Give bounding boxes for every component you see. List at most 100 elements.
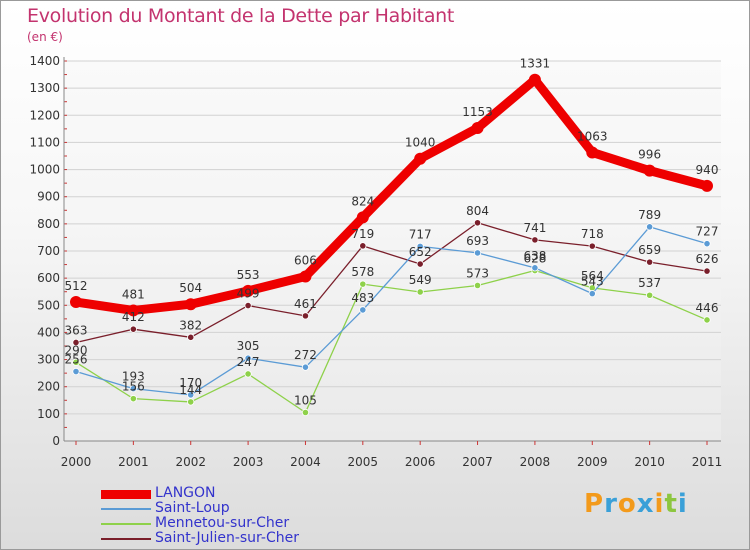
x-tick-label: 2008 [520, 455, 551, 469]
x-tick-label: 2007 [462, 455, 493, 469]
y-tick-label: 1000 [29, 163, 60, 177]
data-label: 804 [466, 204, 489, 218]
y-tick-label: 400 [37, 325, 60, 339]
y-tick-label: 800 [37, 217, 60, 231]
data-label: 305 [237, 339, 260, 353]
data-point [703, 240, 711, 248]
x-tick-label: 2005 [348, 455, 379, 469]
data-label: 499 [237, 287, 260, 301]
data-point [70, 296, 82, 309]
data-label: 626 [696, 252, 719, 266]
data-label: 461 [294, 297, 317, 311]
data-label: 578 [351, 265, 374, 279]
legend-item: Mennetou-sur-Cher [101, 515, 361, 532]
data-label: 693 [466, 234, 489, 248]
logo-letter: t [664, 489, 678, 519]
data-label: 717 [409, 227, 432, 241]
data-label: 170 [179, 376, 202, 390]
data-point [703, 316, 711, 324]
data-label: 940 [696, 163, 719, 177]
data-point [588, 242, 596, 250]
data-point [301, 312, 310, 320]
data-point [701, 179, 713, 192]
data-point [473, 249, 482, 257]
data-point [416, 260, 424, 268]
data-label: 1063 [577, 129, 608, 143]
data-label: 105 [294, 394, 317, 408]
legend-label: Mennetou-sur-Cher [155, 515, 290, 531]
data-point [586, 146, 599, 159]
legend-item: LANGON [101, 485, 361, 502]
chart-unit-label: (en €) [27, 30, 63, 44]
legend-swatch-saint-loup [101, 508, 151, 510]
data-label: 996 [638, 148, 661, 162]
data-label: 789 [638, 208, 661, 222]
logo-letter: i [677, 489, 688, 519]
y-tick-label: 1100 [29, 135, 60, 149]
legend-swatch-langon [101, 490, 151, 499]
data-point [187, 333, 195, 341]
proxiti-logo: Proxiti [584, 489, 688, 519]
y-tick-label: 300 [37, 353, 60, 367]
x-tick-label: 2009 [577, 455, 608, 469]
data-point [531, 236, 539, 244]
data-point [416, 242, 424, 250]
logo-letter: i [654, 489, 665, 519]
y-tick-label: 900 [37, 190, 60, 204]
chart-title: Evolution du Montant de la Dette par Hab… [27, 5, 455, 27]
data-label: 256 [65, 353, 88, 367]
data-point [299, 270, 312, 283]
y-tick-label: 100 [37, 407, 60, 421]
data-label: 512 [65, 279, 88, 293]
y-tick-label: 700 [37, 244, 60, 258]
data-label: 247 [237, 355, 260, 369]
series-line-saint-julien-sur-cher [75, 222, 708, 344]
legend-label: LANGON [155, 485, 216, 501]
data-point [72, 338, 80, 347]
data-point [473, 281, 482, 290]
y-tick-label: 600 [37, 271, 60, 285]
data-label: 543 [581, 275, 604, 289]
logo-letter: P [584, 489, 605, 519]
data-label: 553 [237, 268, 260, 282]
data-point [129, 395, 137, 403]
data-point [72, 358, 80, 366]
data-point [184, 298, 197, 311]
data-point [72, 367, 80, 376]
data-point [244, 301, 252, 310]
data-point [528, 73, 541, 86]
x-tick-label: 2006 [405, 455, 436, 469]
data-label: 719 [351, 227, 374, 241]
data-label: 1153 [462, 105, 493, 119]
data-label: 144 [179, 383, 202, 397]
data-label: 727 [696, 225, 719, 239]
data-label: 156 [122, 380, 145, 394]
data-label: 549 [409, 273, 432, 287]
data-point [129, 325, 137, 333]
y-tick-label: 0 [52, 434, 60, 448]
data-point [244, 370, 252, 378]
data-label: 382 [179, 318, 202, 332]
y-tick-label: 1300 [29, 81, 60, 95]
data-point [359, 242, 367, 250]
y-tick-label: 200 [37, 380, 60, 394]
data-label: 741 [523, 221, 546, 235]
data-point [242, 284, 255, 297]
data-point [356, 211, 369, 224]
logo-letter: x [636, 489, 655, 519]
data-point [646, 258, 654, 266]
series-line-langon [71, 75, 712, 315]
data-point [187, 398, 195, 406]
data-point [643, 164, 656, 177]
data-point [414, 152, 427, 165]
data-point [646, 223, 654, 231]
legend-swatch-saint-julien [101, 538, 151, 540]
data-point [588, 290, 596, 298]
data-label: 272 [294, 348, 317, 362]
data-point [359, 306, 367, 314]
data-label: 412 [122, 310, 145, 324]
y-tick-label: 1400 [29, 54, 60, 68]
data-label: 446 [696, 301, 719, 315]
